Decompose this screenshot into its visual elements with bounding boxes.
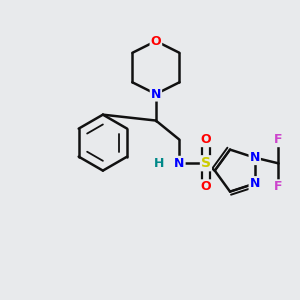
Text: N: N	[151, 88, 161, 100]
Text: F: F	[274, 133, 282, 146]
Text: O: O	[201, 133, 211, 146]
Text: N: N	[250, 177, 260, 190]
Text: N: N	[250, 151, 260, 164]
Text: O: O	[201, 180, 211, 193]
Text: H: H	[154, 157, 164, 170]
Text: F: F	[274, 180, 282, 193]
Text: N: N	[174, 157, 184, 170]
Text: S: S	[201, 156, 211, 170]
Text: O: O	[151, 34, 161, 48]
